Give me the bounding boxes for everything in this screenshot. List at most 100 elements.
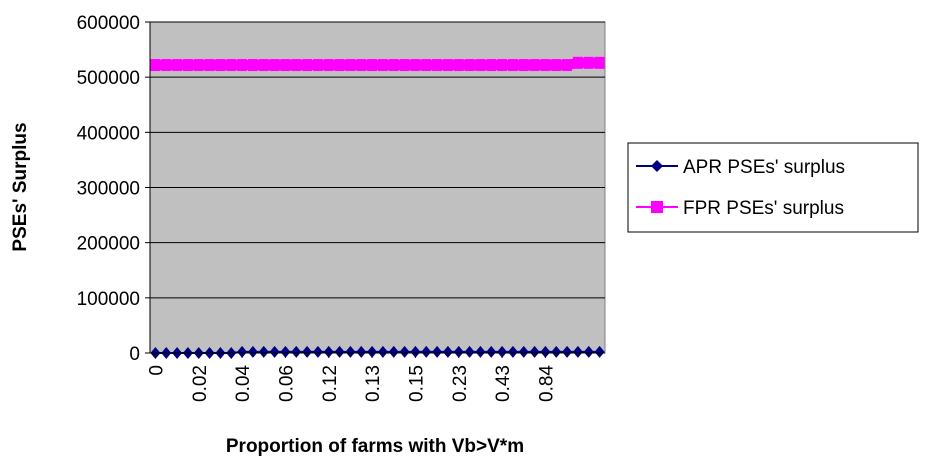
data-point: [334, 59, 345, 72]
data-point: [334, 345, 345, 358]
data-point: [497, 59, 508, 72]
x-axis-ticks: 0 0.02 0.04 0.06 0.12 0.13 0.15 0.23 0.43 0.84: [146, 353, 557, 402]
x-tick-label: 0.06: [276, 365, 297, 402]
data-point: [345, 59, 356, 72]
series-2: [150, 56, 605, 72]
data-point: [432, 345, 443, 358]
data-point: [367, 345, 378, 358]
data-point: [442, 59, 453, 72]
data-point: [507, 345, 518, 358]
data-point: [258, 345, 269, 358]
gridlines: [150, 21, 605, 299]
data-point: [161, 59, 172, 72]
data-point: [312, 345, 323, 358]
legend-marker: [651, 201, 663, 213]
data-point: [302, 59, 313, 72]
y-tick-label: 400000: [77, 123, 140, 144]
x-tick-label: 0: [146, 365, 167, 376]
data-point: [410, 345, 421, 358]
data-point: [247, 59, 258, 72]
data-point: [399, 59, 410, 72]
data-point: [182, 59, 193, 72]
data-point: [302, 345, 313, 358]
x-tick-label: 0.23: [450, 365, 471, 402]
legend-marker: [651, 160, 663, 172]
x-axis-title: Proportion of farms with Vb>V*m: [226, 436, 524, 457]
data-point: [204, 59, 215, 72]
series-1: [150, 345, 605, 359]
data-point: [388, 345, 399, 358]
x-tick-label: 0.04: [233, 365, 254, 402]
data-point: [464, 345, 475, 358]
data-point: [486, 345, 497, 358]
data-point: [562, 345, 573, 358]
data-point: [291, 59, 302, 72]
data-point: [269, 59, 280, 72]
legend-item: APR PSEs' surplus: [636, 157, 845, 178]
data-point: [247, 345, 258, 358]
x-tick-label: 0.84: [536, 365, 557, 402]
y-tick-label: 500000: [77, 68, 140, 89]
data-point: [193, 59, 204, 72]
data-point: [226, 59, 237, 72]
data-point: [345, 345, 356, 358]
y-tick-label: 200000: [77, 234, 140, 255]
x-tick-label: 0.13: [363, 365, 384, 402]
data-point: [312, 59, 323, 72]
data-point: [291, 345, 302, 358]
data-point: [258, 59, 269, 72]
data-point: [507, 59, 518, 72]
data-point: [280, 345, 291, 358]
series-layer: [150, 56, 605, 359]
data-point: [594, 56, 605, 69]
data-point: [583, 345, 594, 358]
data-point: [356, 59, 367, 72]
data-point: [237, 345, 248, 358]
data-point: [475, 345, 486, 358]
data-point: [529, 59, 540, 72]
data-point: [172, 59, 183, 72]
y-tick-label: 600000: [77, 13, 140, 34]
data-point: [323, 345, 334, 358]
x-tick-label: 0.12: [320, 365, 341, 402]
data-point: [215, 59, 226, 72]
data-point: [377, 59, 388, 72]
x-tick-label: 0.43: [493, 365, 514, 402]
data-point: [432, 59, 443, 72]
x-tick-label: 0.15: [406, 365, 427, 402]
data-point: [150, 59, 161, 72]
data-point: [497, 345, 508, 358]
data-point: [388, 59, 399, 72]
legend-label: FPR PSEs' surplus: [683, 198, 844, 219]
data-point: [540, 345, 551, 358]
data-point: [464, 59, 475, 72]
data-point: [269, 345, 280, 358]
data-point: [323, 59, 334, 72]
data-point: [572, 56, 583, 69]
y-axis-title: PSEs' Surplus: [10, 122, 31, 251]
data-point: [237, 59, 248, 72]
data-point: [540, 59, 551, 72]
data-point: [518, 345, 529, 358]
data-point: [421, 59, 432, 72]
data-point: [486, 59, 497, 72]
legend: APR PSEs' surplus FPR PSEs' surplus: [627, 142, 919, 233]
data-point: [529, 345, 540, 358]
y-tick-label: 300000: [77, 179, 140, 200]
y-axis-ticks: 0 100000 200000 300000 400000 500000 600000: [77, 13, 150, 365]
legend-items: APR PSEs' surplus FPR PSEs' surplus: [636, 157, 845, 219]
x-tick-label: 0.02: [190, 365, 211, 402]
data-point: [356, 345, 367, 358]
y-tick-label: 0: [129, 344, 140, 365]
data-point: [377, 345, 388, 358]
legend-item: FPR PSEs' surplus: [636, 198, 844, 219]
data-point: [410, 59, 421, 72]
data-point: [453, 345, 464, 358]
data-point: [475, 59, 486, 72]
data-point: [518, 59, 529, 72]
data-point: [453, 59, 464, 72]
data-point: [367, 59, 378, 72]
legend-label: APR PSEs' surplus: [683, 157, 845, 178]
data-point: [551, 59, 562, 72]
